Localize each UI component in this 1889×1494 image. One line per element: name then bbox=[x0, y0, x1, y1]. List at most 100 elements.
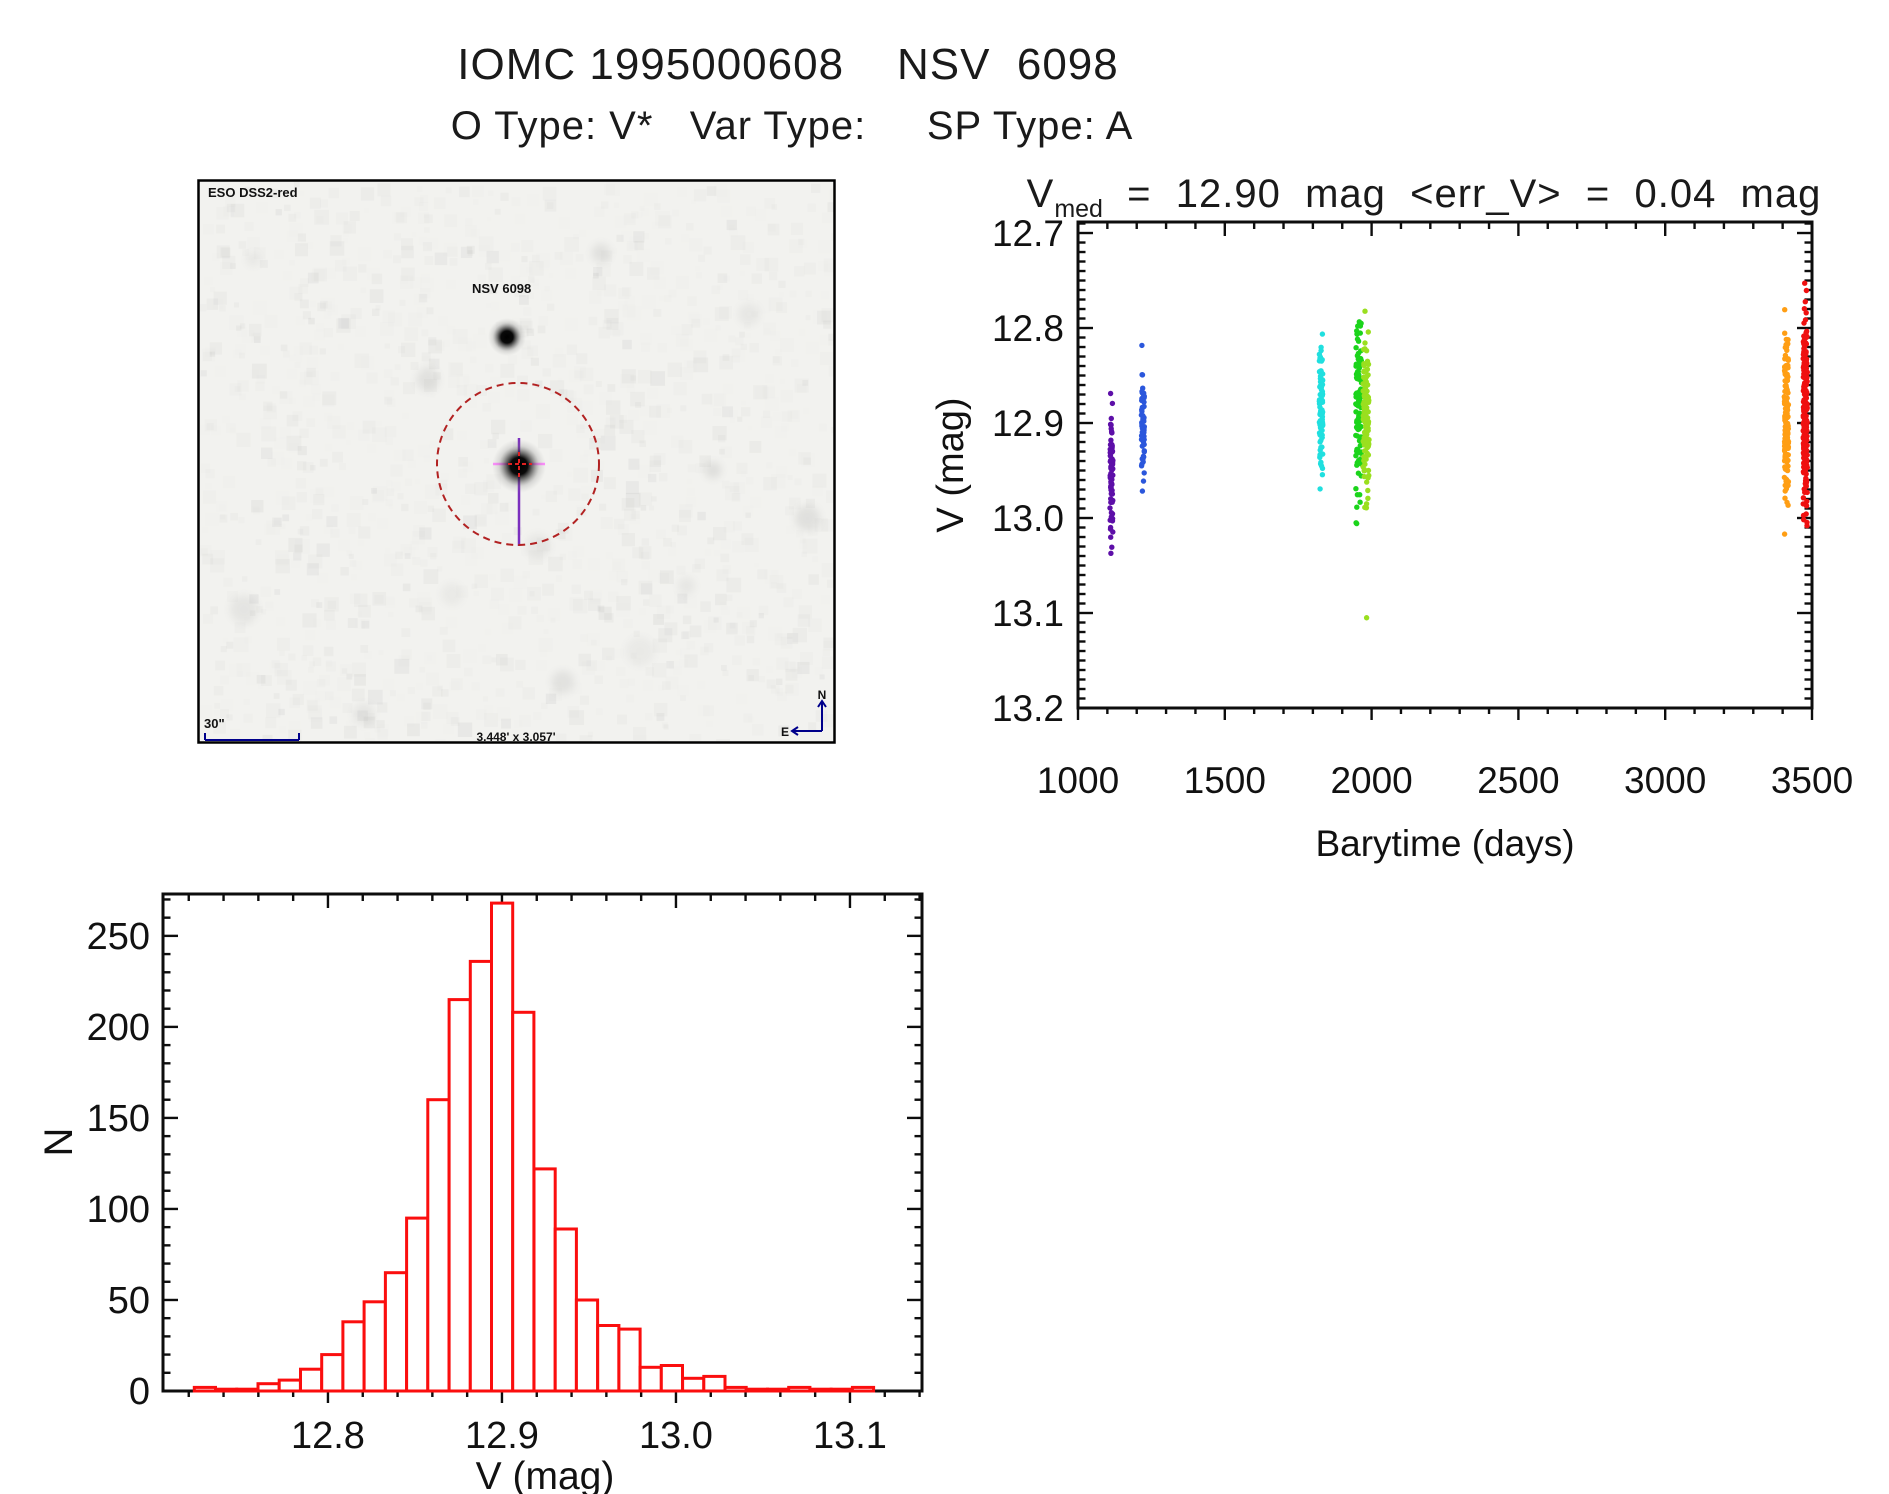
data-point bbox=[1108, 514, 1115, 520]
data-point bbox=[1784, 408, 1790, 414]
data-point bbox=[1803, 388, 1809, 394]
data-point bbox=[1365, 475, 1371, 481]
x-tick-label: 3500 bbox=[1771, 760, 1853, 801]
data-point bbox=[1800, 501, 1806, 507]
y-tick-label: 12.9 bbox=[992, 403, 1064, 444]
data-point bbox=[1317, 454, 1323, 461]
data-point bbox=[1354, 425, 1361, 432]
histogram-bar bbox=[744, 1387, 769, 1393]
data-point bbox=[1319, 391, 1326, 397]
vmed-value-text: = 12.90 mag <err_V> = 0.04 mag bbox=[1102, 172, 1822, 216]
histogram-bar bbox=[192, 1385, 218, 1393]
vmed-symbol: V bbox=[1026, 172, 1055, 216]
data-point bbox=[1364, 425, 1371, 431]
histogram-bar bbox=[659, 1364, 684, 1393]
object-type-subtitle: O Type: V* Var Type: SP Type: A bbox=[450, 104, 1134, 148]
data-point bbox=[1804, 489, 1810, 496]
data-point bbox=[1110, 529, 1116, 535]
data-point bbox=[1782, 451, 1789, 458]
scatter-series-epoch-2 bbox=[1138, 342, 1148, 494]
histogram-bar bbox=[596, 1324, 621, 1393]
data-point bbox=[1361, 454, 1367, 460]
histogram-bar bbox=[638, 1365, 663, 1393]
vmed-subscript: med bbox=[1054, 195, 1103, 223]
data-point bbox=[1317, 410, 1324, 416]
data-point bbox=[1784, 411, 1790, 418]
histogram-x-axis-title: V (mag) bbox=[476, 1455, 615, 1494]
data-point bbox=[1353, 345, 1359, 351]
data-point bbox=[1782, 307, 1788, 313]
data-point bbox=[1354, 433, 1361, 439]
data-point bbox=[1109, 544, 1115, 550]
data-point bbox=[1141, 441, 1147, 448]
compass-east-label: E bbox=[781, 725, 789, 739]
data-point bbox=[1353, 401, 1359, 407]
data-point bbox=[1362, 340, 1368, 346]
data-point bbox=[1365, 467, 1372, 474]
data-point bbox=[1782, 417, 1788, 423]
data-point bbox=[1803, 382, 1810, 388]
data-point bbox=[1107, 390, 1114, 397]
data-point bbox=[1357, 499, 1363, 505]
data-point bbox=[1362, 418, 1368, 424]
data-point bbox=[1360, 381, 1366, 387]
survey-label: ESO DSS2-red bbox=[208, 185, 298, 200]
y-tick-label: 150 bbox=[87, 1098, 150, 1140]
histogram-bar bbox=[490, 901, 515, 1393]
data-point bbox=[1785, 337, 1791, 343]
data-point bbox=[1783, 426, 1790, 433]
histogram-bar bbox=[511, 1010, 536, 1393]
y-tick-label: 0 bbox=[129, 1371, 150, 1413]
x-tick-label: 2000 bbox=[1330, 760, 1412, 801]
y-tick-label: 100 bbox=[87, 1189, 150, 1231]
data-point bbox=[1139, 421, 1145, 427]
data-point bbox=[1801, 425, 1808, 431]
data-point bbox=[1139, 388, 1145, 395]
target-name-label: NSV 6098 bbox=[472, 281, 531, 296]
scatter-series-epoch-7 bbox=[1800, 280, 1811, 529]
sky-noise: ESO DSS2-red NSV 6098 30" 3.448' x 3.057' N E bbox=[200, 181, 834, 742]
histogram-bar bbox=[447, 998, 472, 1393]
data-point bbox=[1107, 453, 1114, 459]
x-tick-label: 12.9 bbox=[465, 1415, 539, 1457]
histogram-bar bbox=[617, 1327, 642, 1393]
data-point bbox=[1803, 310, 1809, 316]
data-point bbox=[1107, 505, 1113, 511]
data-point bbox=[1138, 463, 1145, 469]
data-point bbox=[1363, 374, 1369, 380]
data-point bbox=[1803, 287, 1810, 294]
data-point bbox=[1782, 455, 1788, 461]
data-point bbox=[1803, 475, 1809, 481]
data-point bbox=[1139, 372, 1145, 378]
data-point bbox=[1783, 439, 1789, 445]
scatter-series-epoch-3 bbox=[1316, 331, 1326, 492]
data-point bbox=[1802, 467, 1808, 473]
data-point bbox=[1364, 388, 1370, 394]
data-point bbox=[1361, 362, 1367, 368]
data-point bbox=[1353, 453, 1359, 459]
y-tick-label: 12.8 bbox=[992, 308, 1064, 349]
data-point bbox=[1803, 432, 1809, 438]
data-point bbox=[1140, 413, 1146, 419]
y-tick-label: 250 bbox=[87, 916, 150, 958]
data-point bbox=[1318, 344, 1324, 350]
histogram-bar bbox=[723, 1385, 748, 1393]
data-point bbox=[1801, 320, 1807, 326]
x-tick-label: 3000 bbox=[1624, 760, 1706, 801]
data-point bbox=[1803, 483, 1809, 489]
data-point bbox=[1784, 374, 1790, 381]
histogram-bar bbox=[829, 1387, 854, 1393]
data-point bbox=[1319, 444, 1325, 450]
data-point bbox=[1354, 336, 1361, 342]
histogram-bar bbox=[405, 1216, 430, 1393]
data-point bbox=[1108, 484, 1114, 491]
data-point bbox=[1141, 470, 1147, 476]
histogram-bar bbox=[808, 1387, 833, 1393]
aperture-circle bbox=[436, 382, 600, 546]
finder-frame bbox=[197, 179, 836, 744]
histogram-bar bbox=[235, 1387, 260, 1393]
data-point bbox=[1357, 355, 1363, 362]
data-point bbox=[1804, 419, 1810, 425]
